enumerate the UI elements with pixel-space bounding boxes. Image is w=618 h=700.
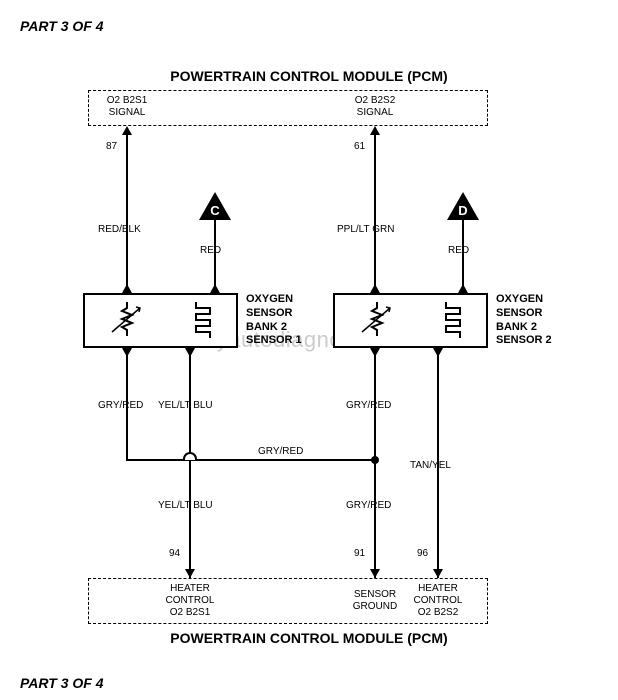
pcm-heater1-label: HEATERCONTROLO2 B2S1 bbox=[166, 583, 215, 619]
pcm-heater2-label: HEATERCONTROLO2 B2S2 bbox=[414, 583, 463, 619]
sensor2-variable-element bbox=[360, 300, 395, 340]
pcm-box-top bbox=[88, 90, 488, 126]
junction-gryred bbox=[371, 456, 379, 464]
pcm-sig2-label: O2 B2S2SIGNAL bbox=[355, 95, 396, 119]
part-label-bottom: PART 3 OF 4 bbox=[20, 675, 104, 691]
wire-61-top bbox=[374, 135, 376, 293]
sensor2-heater-element bbox=[440, 300, 466, 340]
marker-d-letter: D bbox=[458, 203, 467, 218]
wire-red-d: RED bbox=[448, 245, 469, 256]
arrow-s2-in-sig bbox=[370, 284, 380, 293]
marker-c-letter: C bbox=[210, 203, 219, 218]
arrow-in-87 bbox=[122, 126, 132, 135]
wire-gryred-down: GRY/RED bbox=[346, 500, 391, 511]
wire-ppl: PPL/LT GRN bbox=[337, 224, 394, 235]
sensor2-label: OXYGENSENSORBANK 2SENSOR 2 bbox=[496, 293, 552, 348]
arrow-s1-in-sig bbox=[122, 284, 132, 293]
pcm-title-top: POWERTRAIN CONTROL MODULE (PCM) bbox=[0, 68, 618, 84]
arrow-s2-in-htr-pwr bbox=[458, 284, 468, 293]
wire-87-top bbox=[126, 135, 128, 293]
gryred-bus bbox=[126, 459, 376, 461]
arrow-in-96 bbox=[433, 569, 443, 578]
wire-yel-s1: YEL/LT BLU bbox=[158, 400, 213, 411]
pin-91: 91 bbox=[354, 548, 365, 559]
pcm-ground-label: SENSORGROUND bbox=[353, 589, 397, 613]
part-label-top: PART 3 OF 4 bbox=[20, 18, 104, 34]
arrow-s1-in-htr-pwr bbox=[210, 284, 220, 293]
arrow-in-94 bbox=[185, 569, 195, 578]
sensor1-variable-element bbox=[110, 300, 145, 340]
pcm-sig1-label: O2 B2S1SIGNAL bbox=[107, 95, 148, 119]
wire-s1-htr-down bbox=[189, 348, 191, 578]
wire-red-c: RED bbox=[200, 245, 221, 256]
wire-tanyel: TAN/YEL bbox=[410, 460, 451, 471]
wire-hop-over-htr1 bbox=[183, 452, 197, 460]
wire-d-down bbox=[462, 220, 464, 293]
pin-94: 94 bbox=[169, 548, 180, 559]
wire-c-down bbox=[214, 220, 216, 293]
sensor1-heater-element bbox=[190, 300, 216, 340]
wire-gryred-bus: GRY/RED bbox=[258, 446, 303, 457]
arrow-in-61 bbox=[370, 126, 380, 135]
wire-yel-down: YEL/LT BLU bbox=[158, 500, 213, 511]
pin-61: 61 bbox=[354, 141, 365, 152]
pcm-title-bottom: POWERTRAIN CONTROL MODULE (PCM) bbox=[0, 630, 618, 646]
pin-96: 96 bbox=[417, 548, 428, 559]
wire-redblk: RED/BLK bbox=[98, 224, 141, 235]
sensor1-label: OXYGENSENSORBANK 2SENSOR 1 bbox=[246, 293, 302, 348]
arrow-in-91 bbox=[370, 569, 380, 578]
wire-gryred-s2: GRY/RED bbox=[346, 400, 391, 411]
wire-gryred-s1: GRY/RED bbox=[98, 400, 143, 411]
pin-87: 87 bbox=[106, 141, 117, 152]
